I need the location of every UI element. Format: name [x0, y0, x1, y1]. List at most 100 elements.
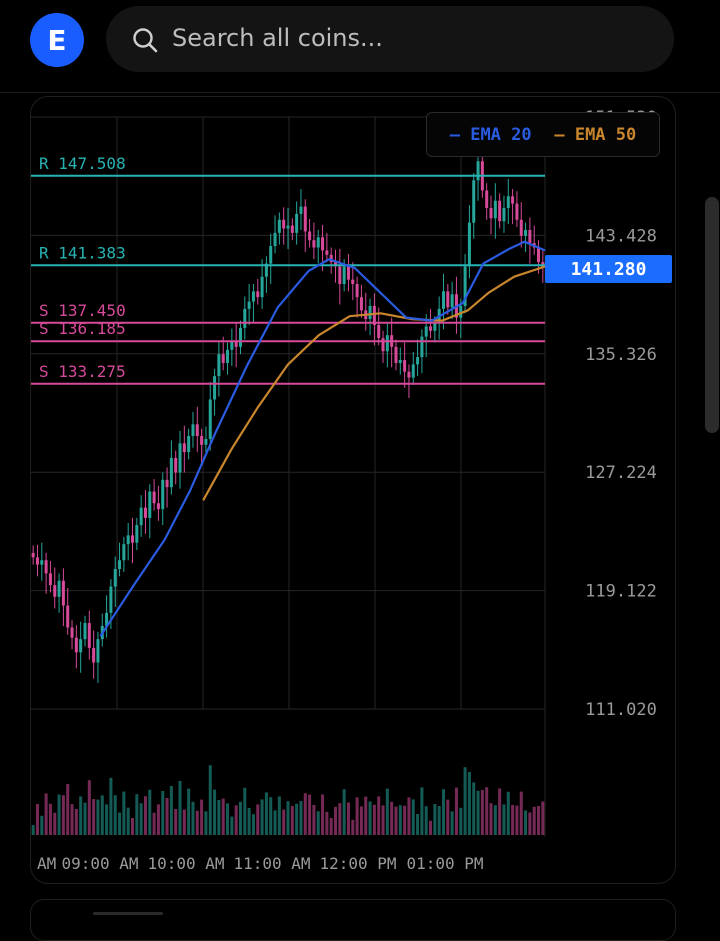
candle-body	[355, 284, 359, 298]
legend-ema20-label: EMA 20	[470, 124, 532, 145]
candle-body	[346, 266, 350, 280]
volume-bar	[213, 789, 217, 835]
candle-body	[411, 364, 415, 378]
volume-bar	[441, 789, 446, 835]
volume-bar	[48, 803, 52, 835]
candle-body	[113, 569, 117, 587]
volume-bar	[498, 788, 502, 835]
top-bar: E Search all coins...	[0, 0, 720, 90]
candle-body	[92, 647, 96, 663]
candle-body	[230, 341, 234, 350]
candle-body	[498, 200, 502, 222]
volume-bar	[532, 806, 536, 835]
volume-bar	[506, 791, 510, 835]
volume-bar	[480, 790, 484, 835]
x-tick-label: 01:00 PM	[406, 854, 483, 873]
candle-body	[416, 357, 420, 365]
candle-body	[398, 360, 402, 363]
volume-bar	[148, 789, 152, 835]
candle-body	[381, 338, 385, 352]
candle-body	[472, 180, 476, 223]
candle-body	[200, 436, 204, 445]
volume-bar	[135, 794, 139, 835]
volume-bar	[403, 805, 407, 835]
search-bar[interactable]: Search all coins...	[106, 6, 674, 72]
candle-body	[96, 639, 100, 663]
volume-bar	[105, 804, 109, 835]
candle-body	[493, 200, 497, 219]
candle-body	[251, 291, 255, 302]
volume-bar	[321, 794, 325, 835]
search-input[interactable]: Search all coins...	[172, 24, 383, 52]
volume-bar	[407, 797, 411, 835]
candle-body	[174, 457, 178, 473]
volume-bar	[195, 810, 199, 835]
candle-body	[83, 623, 87, 640]
x-tick-label: 09:00 AM	[61, 854, 138, 873]
candle-body	[247, 301, 251, 309]
candle-body	[467, 222, 471, 267]
next-card[interactable]	[30, 899, 676, 941]
x-tick-label: 10:00 AM	[147, 854, 224, 873]
current-price-tag: 141.280	[545, 255, 672, 283]
candle-body	[66, 605, 70, 628]
candle-body	[178, 443, 182, 473]
volume-bar	[299, 801, 303, 835]
volume-bar	[126, 807, 130, 835]
candle-body	[70, 627, 74, 638]
chart-card[interactable]: 151.530143.428135.326127.224119.122111.0…	[30, 96, 676, 884]
volume-bar	[502, 804, 506, 835]
volume-bar	[433, 804, 437, 835]
y-tick-label: 111.020	[585, 700, 657, 720]
candle-body	[256, 291, 260, 298]
candle-body	[135, 525, 139, 543]
x-tick-label: 0 AM	[31, 854, 56, 873]
candle-body	[338, 266, 342, 285]
volume-bar	[61, 795, 65, 835]
volume-bar	[312, 805, 316, 835]
candle-body	[234, 341, 238, 347]
candle-body	[329, 254, 333, 263]
candle-body	[109, 586, 113, 613]
candle-body	[204, 438, 208, 445]
volume-bar	[463, 767, 467, 835]
candle-body	[40, 560, 44, 565]
candle-body	[213, 376, 217, 400]
candle-body	[79, 639, 83, 653]
volume-bar	[200, 799, 204, 835]
volume-bar	[450, 811, 454, 835]
search-icon	[133, 28, 158, 53]
candle-body	[57, 580, 61, 597]
x-tick-label: 12:00 PM	[319, 854, 396, 873]
candle-body	[325, 250, 329, 255]
candle-body	[420, 336, 424, 358]
candle-body	[385, 335, 389, 352]
candle-body	[524, 229, 528, 236]
legend-ema20-swatch: —	[449, 124, 471, 145]
candle-body	[433, 323, 437, 331]
next-card-title-stub	[93, 912, 163, 915]
legend-ema50-swatch: —	[554, 124, 575, 145]
candle-body	[130, 535, 135, 543]
volume-bar	[251, 814, 255, 835]
volume-bar	[515, 805, 519, 835]
candle-body	[506, 196, 510, 209]
candle-body	[277, 219, 281, 233]
volume-bar	[282, 809, 286, 835]
candle-body	[118, 560, 122, 570]
volume-bar	[381, 805, 385, 835]
volume-bar	[247, 808, 251, 835]
volume-bar	[174, 809, 178, 835]
candle-body	[424, 326, 428, 337]
candle-body	[191, 424, 195, 437]
volume-bar	[541, 801, 545, 835]
avatar[interactable]: E	[30, 13, 84, 67]
candle-body	[528, 229, 532, 244]
volume-bar	[325, 811, 329, 835]
candle-body	[105, 612, 109, 626]
candle-body	[31, 552, 35, 558]
volume-bar	[338, 803, 342, 835]
scrollbar[interactable]	[705, 197, 719, 433]
price-chart[interactable]: 151.530143.428135.326127.224119.122111.0…	[31, 97, 675, 883]
volume-bar	[485, 787, 489, 835]
